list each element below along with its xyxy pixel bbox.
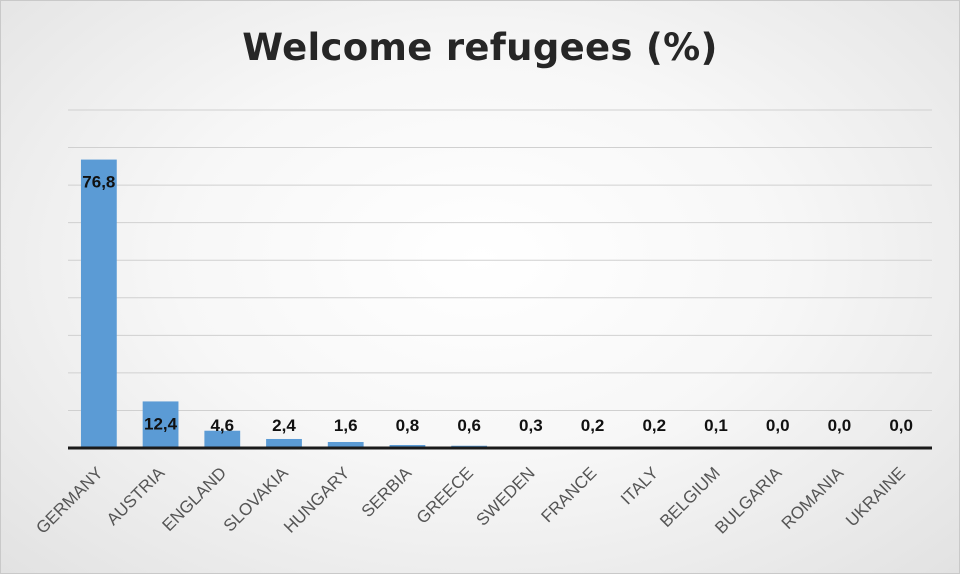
data-label: 0,0: [828, 416, 852, 435]
data-label: 0,0: [889, 416, 913, 435]
x-tick-label: SWEDEN: [472, 463, 538, 529]
x-tick-label: BULGARIA: [711, 463, 786, 538]
data-label: 12,4: [144, 414, 178, 433]
bar-austria: [142, 401, 179, 448]
chart-title: Welcome refugees (%): [242, 26, 718, 69]
x-tick-label: SERBIA: [358, 463, 416, 521]
x-tick-label: GERMANY: [32, 463, 106, 537]
data-label: 0,0: [766, 416, 790, 435]
x-tick-label: ITALY: [617, 463, 662, 508]
x-tick-label: HUNGARY: [280, 463, 353, 536]
x-tick-label: UKRAINE: [842, 463, 909, 530]
x-tick-label: FRANCE: [538, 463, 601, 526]
x-tick-label: ENGLAND: [159, 463, 231, 535]
data-label: 0,3: [519, 416, 543, 435]
x-tick-label: AUSTRIA: [103, 463, 169, 529]
data-label: 1,6: [334, 416, 358, 435]
data-label: 0,6: [457, 416, 481, 435]
bar-serbia: [389, 444, 426, 448]
data-label: 4,6: [210, 416, 234, 435]
bar-slovakia: [266, 438, 302, 448]
bar-germany: [80, 159, 117, 448]
data-label: 76,8: [82, 173, 115, 192]
x-tick-label: ROMANIA: [778, 463, 848, 533]
data-label: 0,8: [396, 416, 420, 435]
bar-england: [204, 430, 241, 448]
data-label: 0,2: [581, 416, 605, 435]
data-label: 0,2: [642, 416, 666, 435]
bar-hungary: [327, 441, 364, 448]
data-label: 0,1: [704, 416, 728, 435]
x-tick-label: GREECE: [413, 463, 477, 527]
data-label: 2,4: [272, 416, 296, 435]
